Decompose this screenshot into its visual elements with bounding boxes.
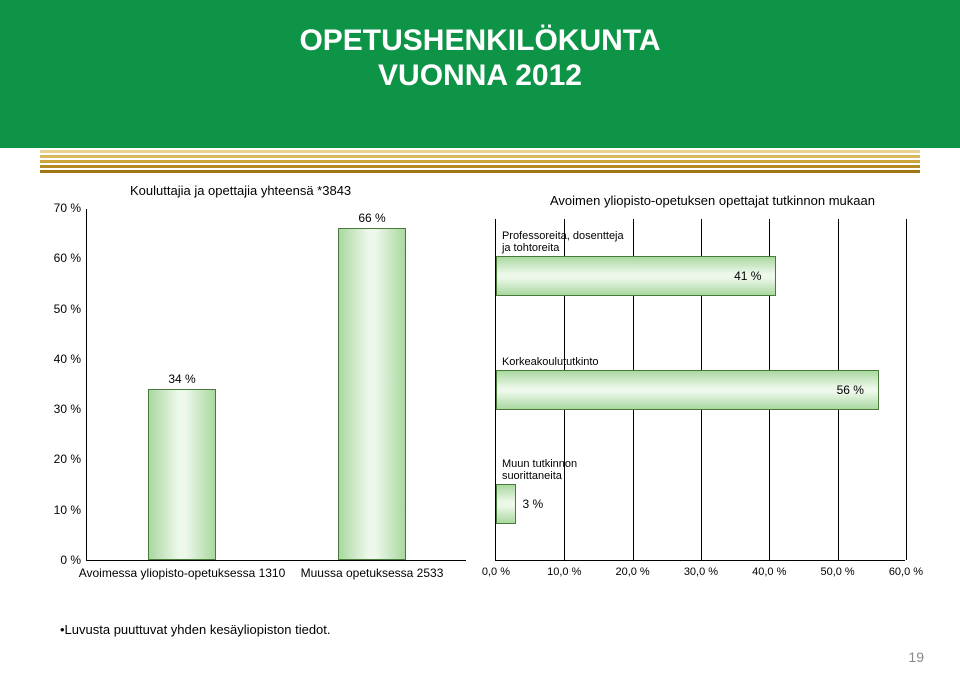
x-category-label: Muussa opetuksessa 2533 bbox=[301, 566, 444, 580]
hbar bbox=[496, 484, 517, 524]
charts-container: Kouluttajia ja opettajia yhteensä *3843 … bbox=[40, 175, 920, 615]
stripe-1 bbox=[40, 155, 920, 158]
vbar-value-label: 34 % bbox=[149, 372, 215, 386]
left-plot-area: 0 %10 %20 %30 %40 %50 %60 %70 %34 %Avoim… bbox=[86, 209, 466, 561]
x-tick-label: 60,0 % bbox=[889, 566, 923, 578]
x-category-label: Avoimessa yliopisto-opetuksessa 1310 bbox=[79, 566, 286, 580]
hbar-value-label: 3 % bbox=[522, 497, 543, 511]
y-tick-label: 40 % bbox=[54, 352, 81, 366]
footnote: •Luvusta puuttuvat yhden kesäyliopiston … bbox=[60, 622, 331, 637]
x-tick-label: 30,0 % bbox=[684, 566, 718, 578]
vbar-value-label: 66 % bbox=[339, 211, 405, 225]
title-line1: OPETUSHENKILÖKUNTA bbox=[0, 24, 960, 59]
x-tick-label: 50,0 % bbox=[820, 566, 854, 578]
y-tick-label: 70 % bbox=[54, 201, 81, 215]
stripe-0 bbox=[40, 150, 920, 153]
x-tick-label: 0,0 % bbox=[482, 566, 510, 578]
stripe-4 bbox=[40, 170, 920, 173]
page-number: 19 bbox=[908, 649, 924, 665]
right-hbar-chart: 0,0 %10,0 %20,0 %30,0 %40,0 %50,0 %60,0 … bbox=[495, 175, 920, 595]
stripe-2 bbox=[40, 160, 920, 163]
page-title: OPETUSHENKILÖKUNTA VUONNA 2012 bbox=[0, 0, 960, 93]
y-tick-label: 50 % bbox=[54, 302, 81, 316]
y-tick-label: 0 % bbox=[60, 553, 81, 567]
left-bar-chart: 0 % 10 % 20 % 30 % 40 % 50 % 60 % 70 % 34 % Avoim… bbox=[40, 175, 475, 595]
hbar-value-label: 41 % bbox=[734, 269, 761, 283]
hbar bbox=[496, 370, 879, 410]
decorative-stripes bbox=[40, 150, 920, 175]
y-tick-label: 20 % bbox=[54, 452, 81, 466]
hbar-category-label: Professoreita, dosenttejaja tohtoreita bbox=[502, 230, 624, 254]
hbar-category-label: Korkeakoulututkinto bbox=[502, 356, 599, 368]
x-tick-label: 40,0 % bbox=[752, 566, 786, 578]
header-band: OPETUSHENKILÖKUNTA VUONNA 2012 bbox=[0, 0, 960, 148]
y-tick-label: 60 % bbox=[54, 251, 81, 265]
stripe-3 bbox=[40, 165, 920, 168]
vbar: 34 % bbox=[148, 389, 216, 560]
vbar: 66 % bbox=[338, 228, 406, 560]
x-tick-label: 20,0 % bbox=[615, 566, 649, 578]
x-tick-label: 10,0 % bbox=[547, 566, 581, 578]
grid-line bbox=[906, 219, 907, 560]
hbar-value-label: 56 % bbox=[837, 383, 864, 397]
y-tick-label: 10 % bbox=[54, 503, 81, 517]
y-tick-label: 30 % bbox=[54, 402, 81, 416]
hbar-category-label: Muun tutkinnonsuorittaneita bbox=[502, 458, 577, 482]
title-line2: VUONNA 2012 bbox=[0, 59, 960, 94]
right-plot-area: 0,0 %10,0 %20,0 %30,0 %40,0 %50,0 %60,0 … bbox=[495, 219, 905, 561]
